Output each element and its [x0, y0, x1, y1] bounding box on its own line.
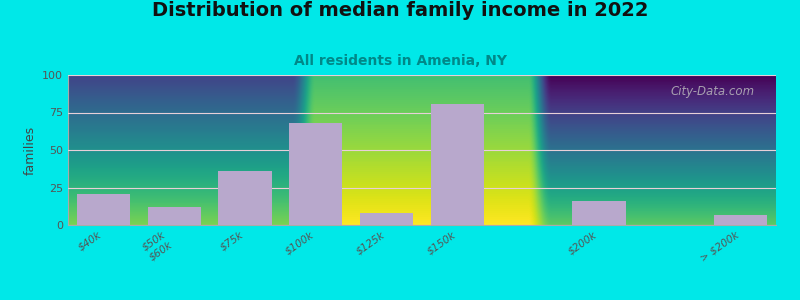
Bar	[148, 207, 201, 225]
Text: City-Data.com: City-Data.com	[670, 85, 754, 98]
Bar	[77, 194, 130, 225]
Text: All residents in Amenia, NY: All residents in Amenia, NY	[294, 54, 506, 68]
Bar	[360, 213, 413, 225]
Bar	[573, 201, 626, 225]
Bar	[218, 171, 271, 225]
Bar	[714, 214, 767, 225]
Y-axis label: families: families	[23, 125, 37, 175]
Bar	[431, 103, 484, 225]
Text: Distribution of median family income in 2022: Distribution of median family income in …	[152, 2, 648, 20]
Bar	[290, 123, 342, 225]
